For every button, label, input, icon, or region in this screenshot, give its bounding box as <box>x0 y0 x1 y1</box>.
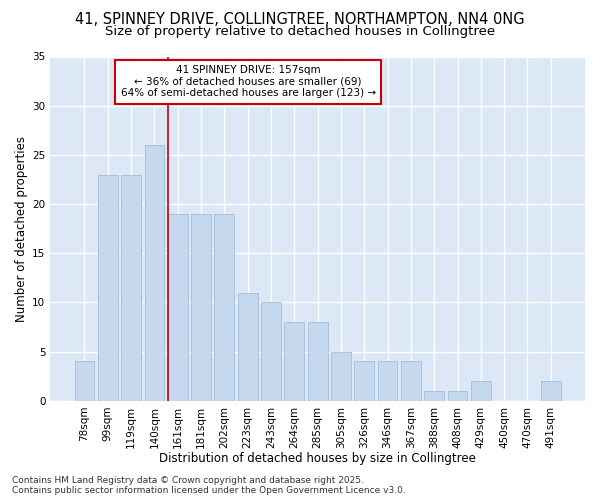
Text: 41 SPINNEY DRIVE: 157sqm
← 36% of detached houses are smaller (69)
64% of semi-d: 41 SPINNEY DRIVE: 157sqm ← 36% of detach… <box>121 65 376 98</box>
Bar <box>238 292 257 401</box>
Text: Size of property relative to detached houses in Collingtree: Size of property relative to detached ho… <box>105 25 495 38</box>
Bar <box>377 362 397 401</box>
X-axis label: Distribution of detached houses by size in Collingtree: Distribution of detached houses by size … <box>159 452 476 465</box>
Y-axis label: Number of detached properties: Number of detached properties <box>15 136 28 322</box>
Bar <box>121 174 141 401</box>
Bar <box>331 352 351 401</box>
Text: 41, SPINNEY DRIVE, COLLINGTREE, NORTHAMPTON, NN4 0NG: 41, SPINNEY DRIVE, COLLINGTREE, NORTHAMP… <box>75 12 525 28</box>
Bar <box>168 214 188 401</box>
Bar <box>261 302 281 401</box>
Bar <box>401 362 421 401</box>
Bar <box>214 214 234 401</box>
Text: Contains HM Land Registry data © Crown copyright and database right 2025.
Contai: Contains HM Land Registry data © Crown c… <box>12 476 406 495</box>
Bar <box>74 362 94 401</box>
Bar <box>448 391 467 401</box>
Bar <box>191 214 211 401</box>
Bar <box>308 322 328 401</box>
Bar <box>541 381 560 401</box>
Bar <box>145 145 164 401</box>
Bar <box>471 381 491 401</box>
Bar <box>424 391 444 401</box>
Bar <box>98 174 118 401</box>
Bar <box>355 362 374 401</box>
Bar <box>284 322 304 401</box>
